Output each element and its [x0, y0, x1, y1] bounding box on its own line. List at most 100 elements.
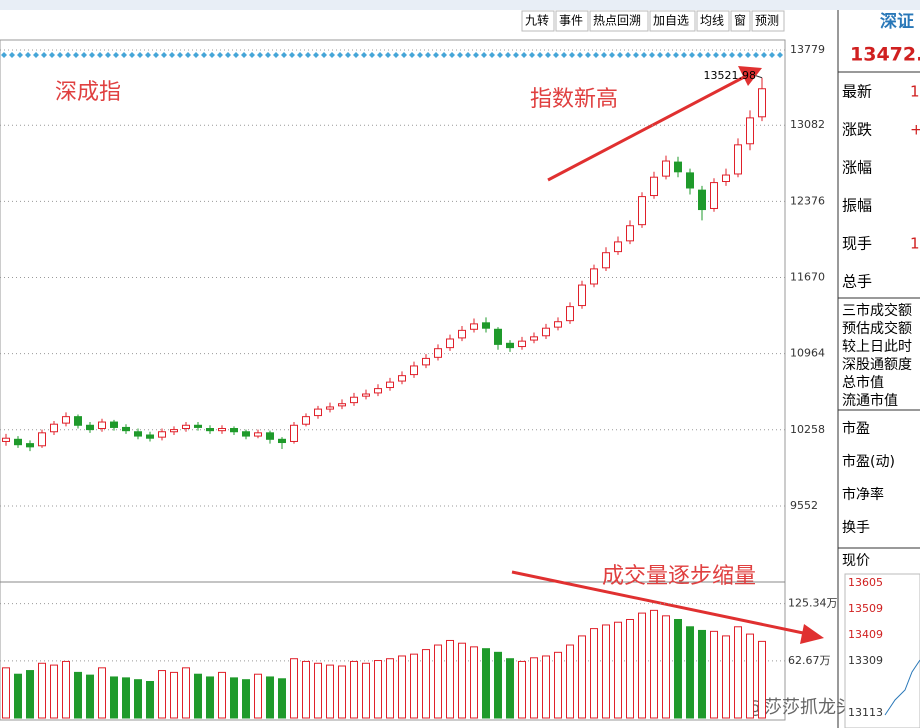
marker	[321, 52, 327, 58]
field-label: 振幅	[842, 197, 872, 215]
marker	[529, 52, 535, 58]
marker	[153, 52, 159, 58]
y-tick-label: 11670	[790, 271, 825, 284]
toolbar-tab[interactable]	[730, 10, 751, 32]
candle-body	[422, 357, 430, 366]
candle-body	[122, 426, 130, 432]
field-label: 涨跌	[842, 121, 872, 139]
toolbar-tab[interactable]	[751, 10, 785, 32]
y-tick-label: 12376	[790, 194, 825, 207]
watermark: @莎莎抓龙头	[746, 697, 854, 718]
candle-body	[482, 322, 490, 329]
mini-chart	[844, 573, 920, 728]
toolbar-tab-label: 热点回溯	[593, 13, 641, 28]
candle-body	[650, 176, 658, 197]
marker	[281, 52, 287, 58]
marker	[473, 52, 479, 58]
candle-body	[290, 424, 298, 442]
candle-body	[158, 431, 166, 438]
candle-body	[230, 428, 238, 433]
volume-bar	[422, 649, 430, 719]
toolbar-tab[interactable]	[589, 10, 649, 32]
candle-body	[710, 182, 718, 209]
volume-bar	[626, 618, 634, 719]
field-label: 总手	[842, 273, 872, 291]
volume-bar	[410, 653, 418, 719]
candle-body	[566, 306, 574, 322]
candle-body	[542, 327, 550, 337]
marker	[209, 52, 215, 58]
volume-bar	[602, 624, 610, 719]
field-label: 最新	[842, 83, 872, 101]
volume-bar	[566, 644, 574, 719]
volume-bar	[578, 635, 586, 719]
y-tick-label: 10964	[790, 347, 825, 360]
stat-label: 总市值	[842, 374, 884, 391]
candle-body	[170, 429, 178, 433]
toolbar-tab[interactable]	[696, 10, 730, 32]
candle-body	[146, 434, 154, 439]
marker	[145, 52, 151, 58]
toolbar-tab-label: 加自选	[653, 14, 689, 28]
candle-body	[602, 252, 610, 269]
candle-body	[38, 432, 46, 447]
ratio-label: 市盈(动)	[842, 453, 895, 470]
candle-body	[758, 88, 766, 118]
marker	[769, 52, 775, 58]
marker	[249, 52, 255, 58]
candle-body	[110, 421, 118, 428]
marker	[561, 52, 567, 58]
candle-body	[674, 161, 682, 173]
stat-label: 较上日此时	[842, 339, 912, 355]
candle-body	[662, 160, 670, 177]
toolbar-tab-label: 九转	[525, 13, 549, 28]
marker	[225, 52, 231, 58]
candle-body	[182, 424, 190, 430]
high-pointer	[755, 75, 763, 79]
volume-bar	[110, 676, 118, 719]
marker	[441, 52, 447, 58]
volume-bar	[710, 630, 718, 719]
volume-bar	[362, 662, 370, 719]
marker	[49, 52, 55, 58]
marker	[737, 52, 743, 58]
field-value: 13	[910, 83, 920, 101]
marker	[9, 52, 15, 58]
volume-bar	[158, 670, 166, 719]
candle-body	[134, 431, 142, 437]
marker	[337, 52, 343, 58]
ratio-label: 市净率	[842, 486, 884, 503]
marker	[217, 52, 223, 58]
marker	[505, 52, 511, 58]
mini-label: 现价	[842, 553, 870, 569]
volume-bar	[38, 662, 46, 719]
mini-line	[884, 659, 920, 716]
candle-body	[14, 438, 22, 446]
candle-body	[458, 329, 466, 339]
v-tick-label: 62.67万	[788, 654, 831, 667]
volume-bar	[218, 671, 226, 719]
toolbar-tab[interactable]	[521, 10, 555, 32]
volume-bar	[686, 626, 694, 719]
toolbar-tab[interactable]	[649, 10, 696, 32]
volume-bar	[134, 679, 142, 719]
toolbar-tab-label: 事件	[559, 14, 583, 28]
candle-body	[554, 321, 562, 328]
stat-label: 流通市值	[842, 392, 898, 409]
mini-tick-label: 13509	[848, 602, 883, 615]
volume-bar	[2, 667, 10, 719]
volume-bar	[590, 628, 598, 719]
mini-tick-label: 13409	[848, 628, 883, 641]
candle-body	[410, 365, 418, 376]
marker	[729, 52, 735, 58]
quote-price: 13472.	[850, 44, 920, 66]
toolbar-tab[interactable]	[555, 10, 589, 32]
marker	[425, 52, 431, 58]
volume-bar	[62, 660, 70, 719]
candle-body	[218, 428, 226, 432]
marker	[137, 52, 143, 58]
candle-body	[686, 172, 694, 189]
arrow	[511, 570, 809, 636]
field-value: 1	[910, 235, 920, 253]
volume-bar	[470, 646, 478, 719]
